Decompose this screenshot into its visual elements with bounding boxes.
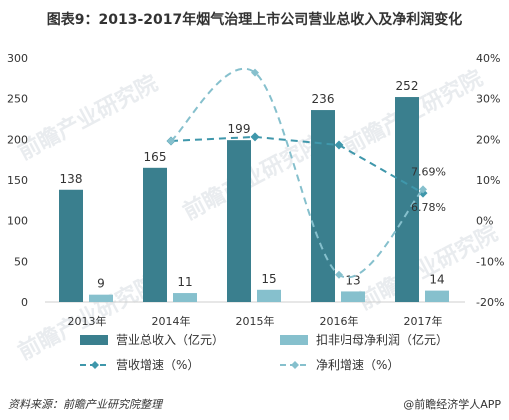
profit-bar: [341, 291, 365, 302]
revenue-data-label: 236: [312, 92, 335, 106]
profit-bar: [89, 294, 113, 302]
y-left-tick-label: 150: [7, 174, 28, 187]
profit-data-label: 15: [261, 272, 276, 286]
profit-bar: [257, 289, 281, 302]
y-left-tick-label: 300: [7, 52, 28, 65]
revenue-bar: [227, 140, 251, 302]
y-right-tick-label: 10%: [476, 174, 500, 187]
revenue-growth-data-label: 6.78%: [411, 201, 446, 214]
profit-growth-point: [167, 136, 175, 145]
revenue-data-label: 252: [396, 79, 419, 93]
revenue-bar: [143, 167, 167, 302]
legend-marker: [91, 361, 99, 369]
profit-growth-point: [251, 68, 259, 77]
revenue-data-label: 165: [144, 150, 167, 164]
revenue-growth-line: [170, 135, 424, 194]
legend-label: 扣非归母净利润（亿元）: [316, 332, 448, 347]
x-tick-label: 2015年: [236, 314, 275, 328]
profit-bar: [425, 290, 449, 302]
y-right-tick-label: 0%: [476, 215, 493, 228]
profit-growth-point: [419, 185, 427, 194]
legend-label: 净利增速（%）: [316, 358, 399, 372]
y-right-tick-label: 40%: [476, 52, 500, 65]
legend-label: 营业总收入（亿元）: [116, 332, 224, 347]
legend-label: 营收增速（%）: [116, 358, 199, 372]
profit-data-label: 14: [429, 273, 444, 287]
revenue-bar: [311, 110, 335, 302]
revenue-growth-point: [250, 132, 260, 142]
profit-growth-point: [335, 270, 343, 279]
revenue-data-label: 199: [228, 122, 251, 136]
legend-swatch: [280, 335, 308, 345]
y-left-tick-label: 250: [7, 93, 28, 106]
profit-data-label: 9: [97, 277, 105, 291]
profit-growth-line: [170, 68, 424, 279]
x-tick-label: 2013年: [68, 314, 107, 328]
x-tick-label: 2014年: [152, 314, 191, 328]
x-tick-label: 2016年: [320, 314, 359, 328]
y-right-tick-label: 20%: [476, 133, 500, 146]
y-left-tick-label: 50: [14, 255, 28, 268]
legend-swatch: [80, 335, 108, 345]
profit-bar: [173, 293, 197, 302]
revenue-data-label: 138: [60, 172, 83, 186]
y-right-tick-label: -10%: [476, 255, 504, 268]
revenue-bar: [59, 189, 83, 302]
source-note: 资料来源：前瞻产业研究院整理: [8, 398, 162, 411]
y-right-tick-label: 30%: [476, 93, 500, 106]
revenue-bar: [395, 97, 419, 302]
brand-credit: @前瞻经济学人APP: [403, 398, 501, 411]
y-right-tick-label: -20%: [476, 296, 504, 309]
profit-growth-data-label: 7.69%: [411, 165, 446, 178]
y-left-tick-label: 0: [21, 296, 28, 309]
x-tick-label: 2017年: [404, 314, 443, 328]
y-left-tick-label: 100: [7, 215, 28, 228]
chart-title: 图表9：2013-2017年烟气治理上市公司营业总收入及净利润变化: [46, 12, 463, 28]
y-left-tick-label: 200: [7, 133, 28, 146]
profit-data-label: 11: [177, 275, 192, 289]
revenue-growth-point: [334, 140, 344, 150]
legend-marker: [291, 361, 299, 369]
